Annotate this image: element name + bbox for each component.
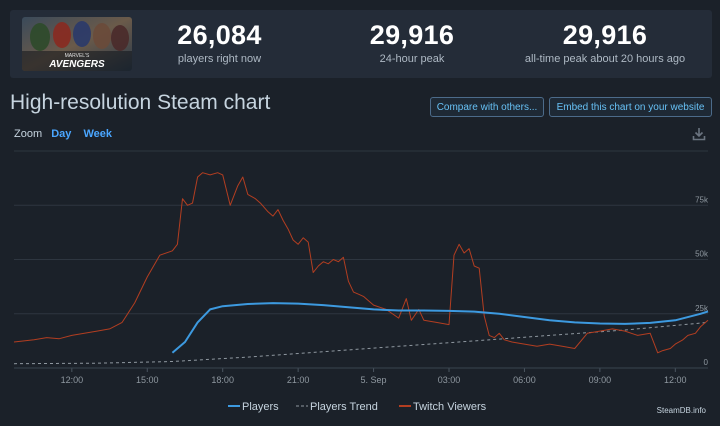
legend-twitch-viewers[interactable]: Twitch Viewers (399, 401, 487, 413)
page-title: High-resolution Steam chart (10, 91, 271, 114)
stat-label: players right now (177, 53, 262, 65)
stat-players-now: 26,084 players right now (157, 20, 282, 66)
compare-button[interactable]: Compare with others... (430, 97, 544, 117)
y-tick-label: 50k (695, 250, 709, 259)
zoom-bar: Zoom Day Week (14, 128, 121, 140)
x-tick-label: 06:00 (513, 375, 536, 385)
legend-label: Players Trend (310, 401, 378, 413)
game-logo[interactable]: MARVEL'S AVENGERS (22, 17, 132, 71)
legend-label: Players (242, 401, 279, 413)
x-tick-label: 21:00 (287, 375, 310, 385)
zoom-week-button[interactable]: Week (83, 128, 112, 140)
x-tick-label: 12:00 (664, 375, 687, 385)
players-trend-line (13, 321, 709, 365)
twitch-viewers-line (13, 172, 709, 354)
stat-value: 26,084 (177, 20, 262, 50)
x-tick-label: 5. Sep (361, 375, 387, 385)
svg-text:AVENGERS: AVENGERS (48, 59, 105, 70)
x-tick-label: 03:00 (438, 375, 461, 385)
legend-players-trend[interactable]: Players Trend (296, 401, 378, 413)
x-tick-label: 18:00 (211, 375, 234, 385)
stat-label: all-time peak about 20 hours ago (524, 53, 686, 65)
x-tick-label: 09:00 (589, 375, 612, 385)
download-icon[interactable] (692, 127, 706, 146)
stat-value: 29,916 (562, 20, 648, 50)
x-tick-label: 15:00 (136, 375, 159, 385)
zoom-day-button[interactable]: Day (51, 128, 72, 140)
stat-all-time-peak: 29,916 all-time peak about 20 hours ago (513, 20, 697, 66)
embed-button[interactable]: Embed this chart on your website (549, 97, 712, 117)
stat-value: 29,916 (369, 20, 455, 50)
svg-text:MARVEL'S: MARVEL'S (65, 53, 90, 59)
credit-text: SteamDB.info (656, 406, 706, 415)
stats-bar: MARVEL'S AVENGERS 26,084 players right n… (10, 10, 712, 78)
y-tick-label: 75k (695, 195, 709, 204)
stat-label: 24-hour peak (379, 53, 445, 65)
y-tick-label: 0 (704, 358, 709, 367)
stat-24h-peak: 29,916 24-hour peak (350, 20, 474, 66)
x-tick-label: 12:00 (61, 375, 84, 385)
y-tick-label: 25k (695, 304, 709, 313)
players-line (171, 302, 709, 354)
zoom-label: Zoom (14, 128, 43, 140)
legend-label: Twitch Viewers (413, 401, 487, 413)
legend-players[interactable]: Players (228, 401, 279, 413)
